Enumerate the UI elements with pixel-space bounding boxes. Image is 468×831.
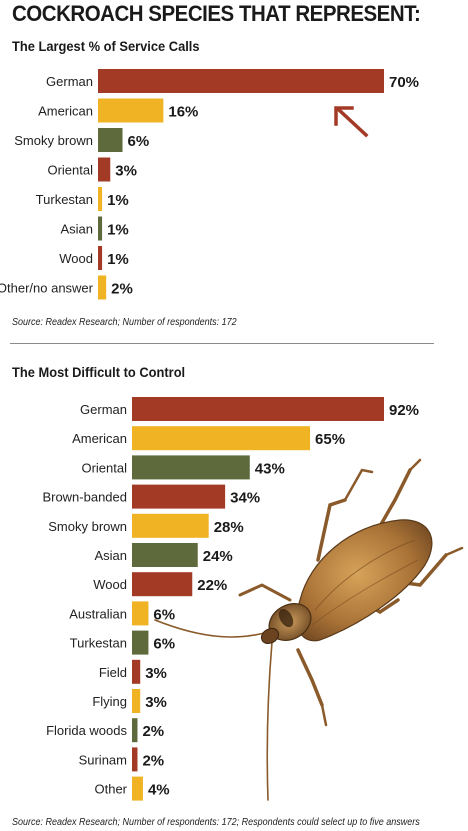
chart1-category-label: Asian bbox=[60, 222, 93, 237]
chart2-category-label: Australian bbox=[69, 606, 127, 621]
chart1-value-label: 6% bbox=[128, 133, 150, 150]
chart1-bar-other-no-answer bbox=[98, 275, 107, 300]
chart2-bar-flying bbox=[132, 689, 141, 713]
chart2-category-label: Other bbox=[94, 782, 127, 797]
chart2-bar-florida-woods bbox=[132, 718, 138, 743]
chart2-category-label: Florida woods bbox=[46, 723, 127, 738]
chart2-value-label: 2% bbox=[142, 752, 164, 769]
chart2-value-label: 92% bbox=[389, 402, 419, 419]
chart2-value-label: 6% bbox=[153, 636, 175, 653]
chart1-bar-wood bbox=[98, 246, 103, 270]
chart2-category-label: Oriental bbox=[81, 460, 127, 475]
chart1-bar-asian bbox=[98, 216, 103, 241]
chart2-bar-german bbox=[132, 397, 384, 421]
chart2-bar-other bbox=[132, 776, 143, 801]
chart2-category-label: Surinam bbox=[79, 752, 127, 767]
chart1-value-label: 16% bbox=[168, 104, 198, 121]
chart1-value-label: 70% bbox=[389, 74, 419, 91]
chart1-bar-oriental bbox=[98, 157, 111, 182]
chart2-category-label: American bbox=[72, 431, 127, 446]
chart1-value-label: 2% bbox=[111, 281, 133, 298]
chart1-title: The Largest % of Service Calls bbox=[12, 38, 200, 54]
chart2-bar-wood bbox=[132, 572, 193, 597]
chart2-value-label: 3% bbox=[145, 665, 167, 682]
chart1-bar-turkestan bbox=[98, 187, 103, 211]
chart1-category-label: American bbox=[38, 104, 93, 119]
chart2-value-label: 3% bbox=[145, 694, 167, 711]
chart2-value-label: 28% bbox=[214, 519, 244, 536]
chart1-bar-american bbox=[98, 98, 164, 123]
chart2-value-label: 6% bbox=[153, 606, 175, 623]
chart2-value-label: 4% bbox=[148, 782, 170, 799]
section-divider bbox=[10, 343, 434, 344]
chart1-value-label: 1% bbox=[107, 251, 129, 268]
chart2-value-label: 2% bbox=[142, 723, 164, 740]
chart2-category-label: German bbox=[80, 402, 127, 417]
chart1-bar-german bbox=[98, 69, 384, 93]
chart2-value-label: 34% bbox=[230, 490, 260, 507]
chart2-value-label: 43% bbox=[255, 460, 285, 477]
chart2-bar-asian bbox=[132, 543, 198, 567]
chart2-source: Source: Readex Research; Number of respo… bbox=[12, 817, 420, 828]
chart1-category-label: Other/no answer bbox=[0, 281, 94, 296]
chart1-category-label: Oriental bbox=[47, 163, 93, 178]
chart2-bar-turkestan bbox=[132, 630, 149, 655]
chart2-category-label: Field bbox=[99, 665, 127, 680]
chart1-value-label: 1% bbox=[107, 222, 129, 239]
chart2-bar-oriental bbox=[132, 455, 250, 480]
chart2-category-label: Smoky brown bbox=[48, 519, 127, 534]
chart1-source: Source: Readex Research; Number of respo… bbox=[12, 317, 237, 328]
chart1-value-label: 1% bbox=[107, 192, 129, 209]
chart2-category-label: Brown-banded bbox=[42, 490, 127, 505]
chart2-value-label: 24% bbox=[203, 548, 233, 565]
chart2-value-label: 65% bbox=[315, 431, 345, 448]
chart1-bar-smoky-brown bbox=[98, 128, 123, 152]
chart2-category-label: Wood bbox=[93, 577, 127, 592]
chart2-title: The Most Difficult to Control bbox=[12, 364, 186, 380]
chart2-bar-american bbox=[132, 426, 311, 451]
chart2-bar-brown-banded bbox=[132, 484, 226, 509]
chart2-category-label: Turkestan bbox=[70, 636, 127, 651]
chart2-category-label: Flying bbox=[92, 694, 127, 709]
chart2-bar-field bbox=[132, 659, 141, 684]
chart1-category-label: Wood bbox=[59, 251, 93, 266]
chart1-value-label: 3% bbox=[115, 163, 137, 180]
chart-header: COCKROACH SPECIES THAT REPRESENT: bbox=[12, 1, 421, 26]
chart2-category-label: Asian bbox=[94, 548, 127, 563]
chart1-category-label: Turkestan bbox=[36, 192, 93, 207]
chart1-category-label: Smoky brown bbox=[14, 133, 93, 148]
chart2-bar-australian bbox=[132, 601, 149, 626]
chart2-bar-surinam bbox=[132, 747, 138, 772]
chart2-bar-smoky-brown bbox=[132, 513, 209, 538]
chart1-category-label: German bbox=[46, 74, 93, 89]
chart2-value-label: 22% bbox=[197, 577, 227, 594]
